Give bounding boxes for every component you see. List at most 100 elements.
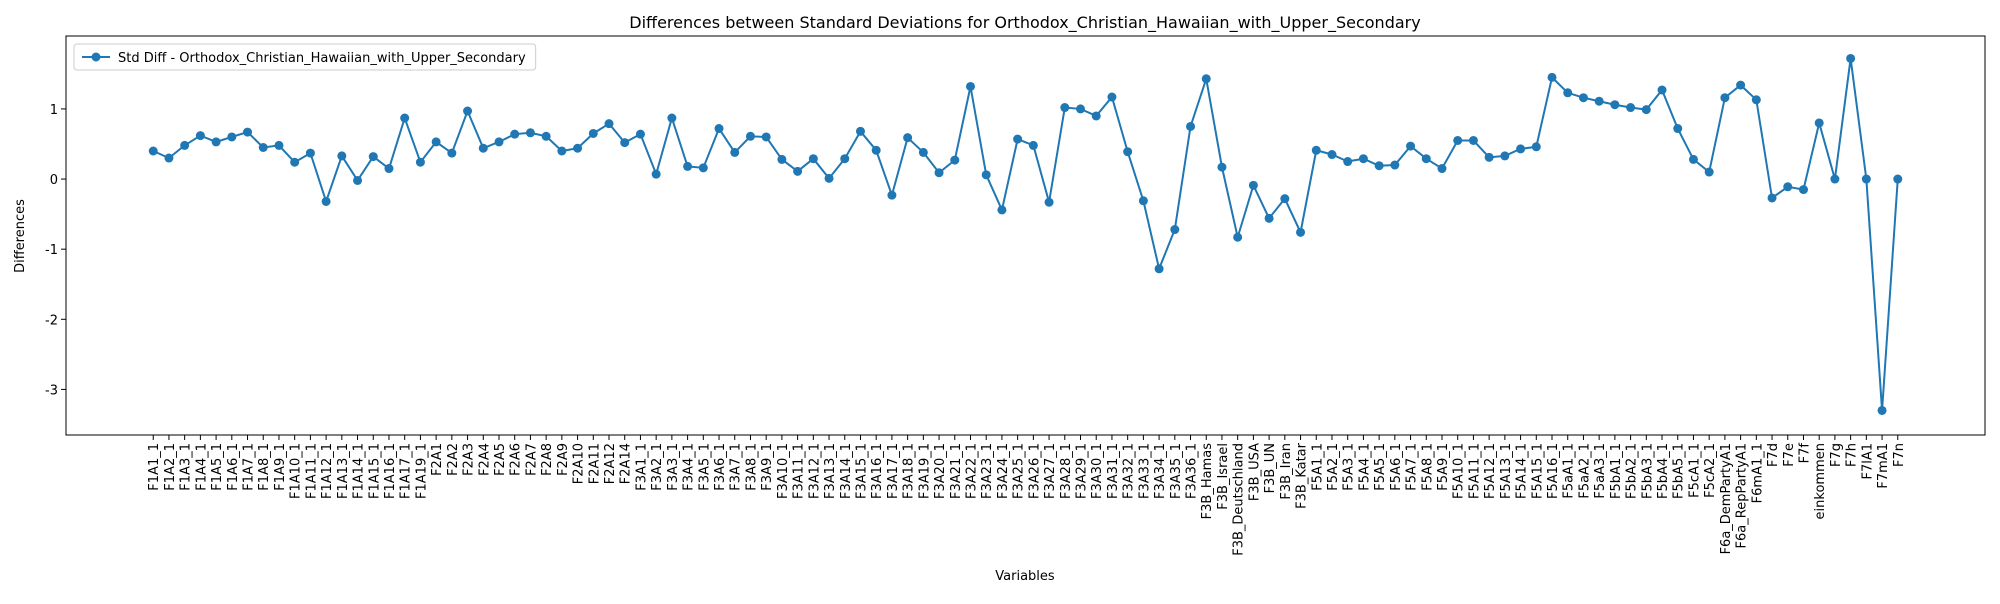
x-tick-label: F2A5: [493, 443, 508, 476]
data-point: [1280, 194, 1290, 204]
x-tick-label: F3A27_1: [1043, 443, 1058, 499]
data-point: [1374, 161, 1384, 171]
x-tick-label: F1A12_1: [320, 443, 335, 499]
x-tick-label: F3A10_1: [776, 443, 791, 499]
x-tick-label: F1A10_1: [289, 443, 304, 499]
data-point: [1657, 85, 1667, 95]
x-tick-label: F3A15_1: [854, 443, 869, 499]
data-point: [1123, 147, 1133, 157]
x-tick-label: F3A24_1: [996, 443, 1011, 499]
data-point: [1217, 162, 1227, 172]
data-point: [745, 131, 755, 141]
x-tick-label: F1A16_1: [383, 443, 398, 499]
x-tick-label: F3A21_1: [949, 443, 964, 499]
data-point: [1736, 80, 1746, 90]
data-point: [777, 154, 787, 164]
x-tick-label: F3A28_1: [1059, 443, 1074, 499]
data-point: [368, 152, 378, 162]
data-point: [1468, 135, 1478, 145]
x-tick-label: F3A22_1: [964, 443, 979, 499]
y-tick-label: -3: [45, 383, 58, 398]
x-tick-label: F5bA2_1: [1625, 443, 1640, 499]
data-point: [1877, 405, 1887, 415]
x-tick-label: F3A32_1: [1122, 443, 1137, 499]
x-tick-label: F3A36_1: [1185, 443, 1200, 499]
data-line: [152, 58, 1899, 411]
x-tick-label: F5A16_1: [1546, 443, 1561, 499]
x-tick-label: F2A4: [477, 443, 492, 476]
x-tick-label: F3A12_1: [807, 443, 822, 499]
x-tick-label: F6a_DemPartyA1: [1719, 443, 1734, 554]
data-point: [683, 161, 693, 171]
data-point: [305, 148, 315, 158]
data-point: [1846, 53, 1856, 63]
data-point: [714, 124, 724, 134]
x-tick-label: F3A17_1: [886, 443, 901, 499]
data-point: [1343, 157, 1353, 167]
data-point: [1704, 167, 1714, 177]
data-point: [620, 138, 630, 148]
data-point: [541, 131, 551, 141]
x-tick-label: F5A10_1: [1452, 443, 1467, 499]
data-point: [1563, 88, 1573, 98]
data-point: [1861, 174, 1871, 184]
data-point: [1437, 164, 1447, 174]
x-tick-label: F7h: [1845, 443, 1860, 467]
x-tick-label: F2A11: [587, 443, 602, 484]
data-point: [981, 170, 991, 180]
data-point: [855, 126, 865, 136]
data-point: [965, 81, 975, 91]
x-tick-label: F3A25_1: [1012, 443, 1027, 499]
data-point: [164, 153, 174, 163]
data-point: [258, 142, 268, 152]
x-tick-label: F3A4_1: [682, 443, 697, 491]
data-point: [871, 145, 881, 155]
data-point: [400, 113, 410, 123]
data-point: [1091, 111, 1101, 121]
x-tick-label: F3A23_1: [980, 443, 995, 499]
data-point: [1626, 103, 1636, 113]
legend: Std Diff - Orthodox_Christian_Hawaiian_w…: [73, 43, 537, 71]
data-point: [180, 140, 190, 150]
x-tick-label: F3A26_1: [1027, 443, 1042, 499]
x-tick-label: F5A14_1: [1515, 443, 1530, 499]
data-point: [1751, 95, 1761, 105]
x-tick-label: F2A10: [572, 443, 587, 484]
x-tick-label: F1A1_1: [147, 443, 162, 491]
x-tick-label: F2A3: [462, 443, 477, 476]
x-tick-label: F6mA1_1: [1750, 443, 1765, 503]
data-point: [415, 157, 425, 167]
data-point: [1311, 145, 1321, 155]
x-tick-label: F3A1_1: [634, 443, 649, 491]
x-tick-label: F5A11_1: [1467, 443, 1482, 499]
data-point: [1814, 118, 1824, 128]
data-point: [730, 147, 740, 157]
data-point: [588, 128, 598, 138]
x-tick-label: F5bA4_1: [1656, 443, 1671, 499]
x-tick-label: F3B_Israel: [1216, 443, 1231, 510]
x-tick-label: F2A8: [540, 443, 555, 476]
data-point: [793, 166, 803, 176]
x-tick-label: F3A20_1: [933, 443, 948, 499]
x-tick-label: F6a_RepPartyA1: [1735, 443, 1750, 548]
data-point: [1358, 154, 1368, 164]
x-tick-label: F1A19_1: [414, 443, 429, 499]
x-tick-label: F1A17_1: [399, 443, 414, 499]
data-point: [510, 129, 520, 139]
x-tick-label: F2A1: [430, 443, 445, 476]
x-tick-label: F5cA2_1: [1703, 443, 1718, 498]
data-point: [950, 155, 960, 165]
x-tick-label: F5A6_1: [1389, 443, 1404, 491]
x-tick-label: F1A15_1: [367, 443, 382, 499]
data-point: [1531, 142, 1541, 152]
x-tick-label: F7n: [1892, 443, 1907, 467]
x-tick-label: F3A9_1: [760, 443, 775, 491]
data-point: [211, 137, 221, 147]
data-point: [195, 131, 205, 141]
x-tick-label: F3A7_1: [729, 443, 744, 491]
x-tick-label: F3A33_1: [1137, 443, 1152, 499]
data-point: [903, 133, 913, 143]
x-tick-label: F5A15_1: [1530, 443, 1545, 499]
x-tick-label: F3A5_1: [697, 443, 712, 491]
